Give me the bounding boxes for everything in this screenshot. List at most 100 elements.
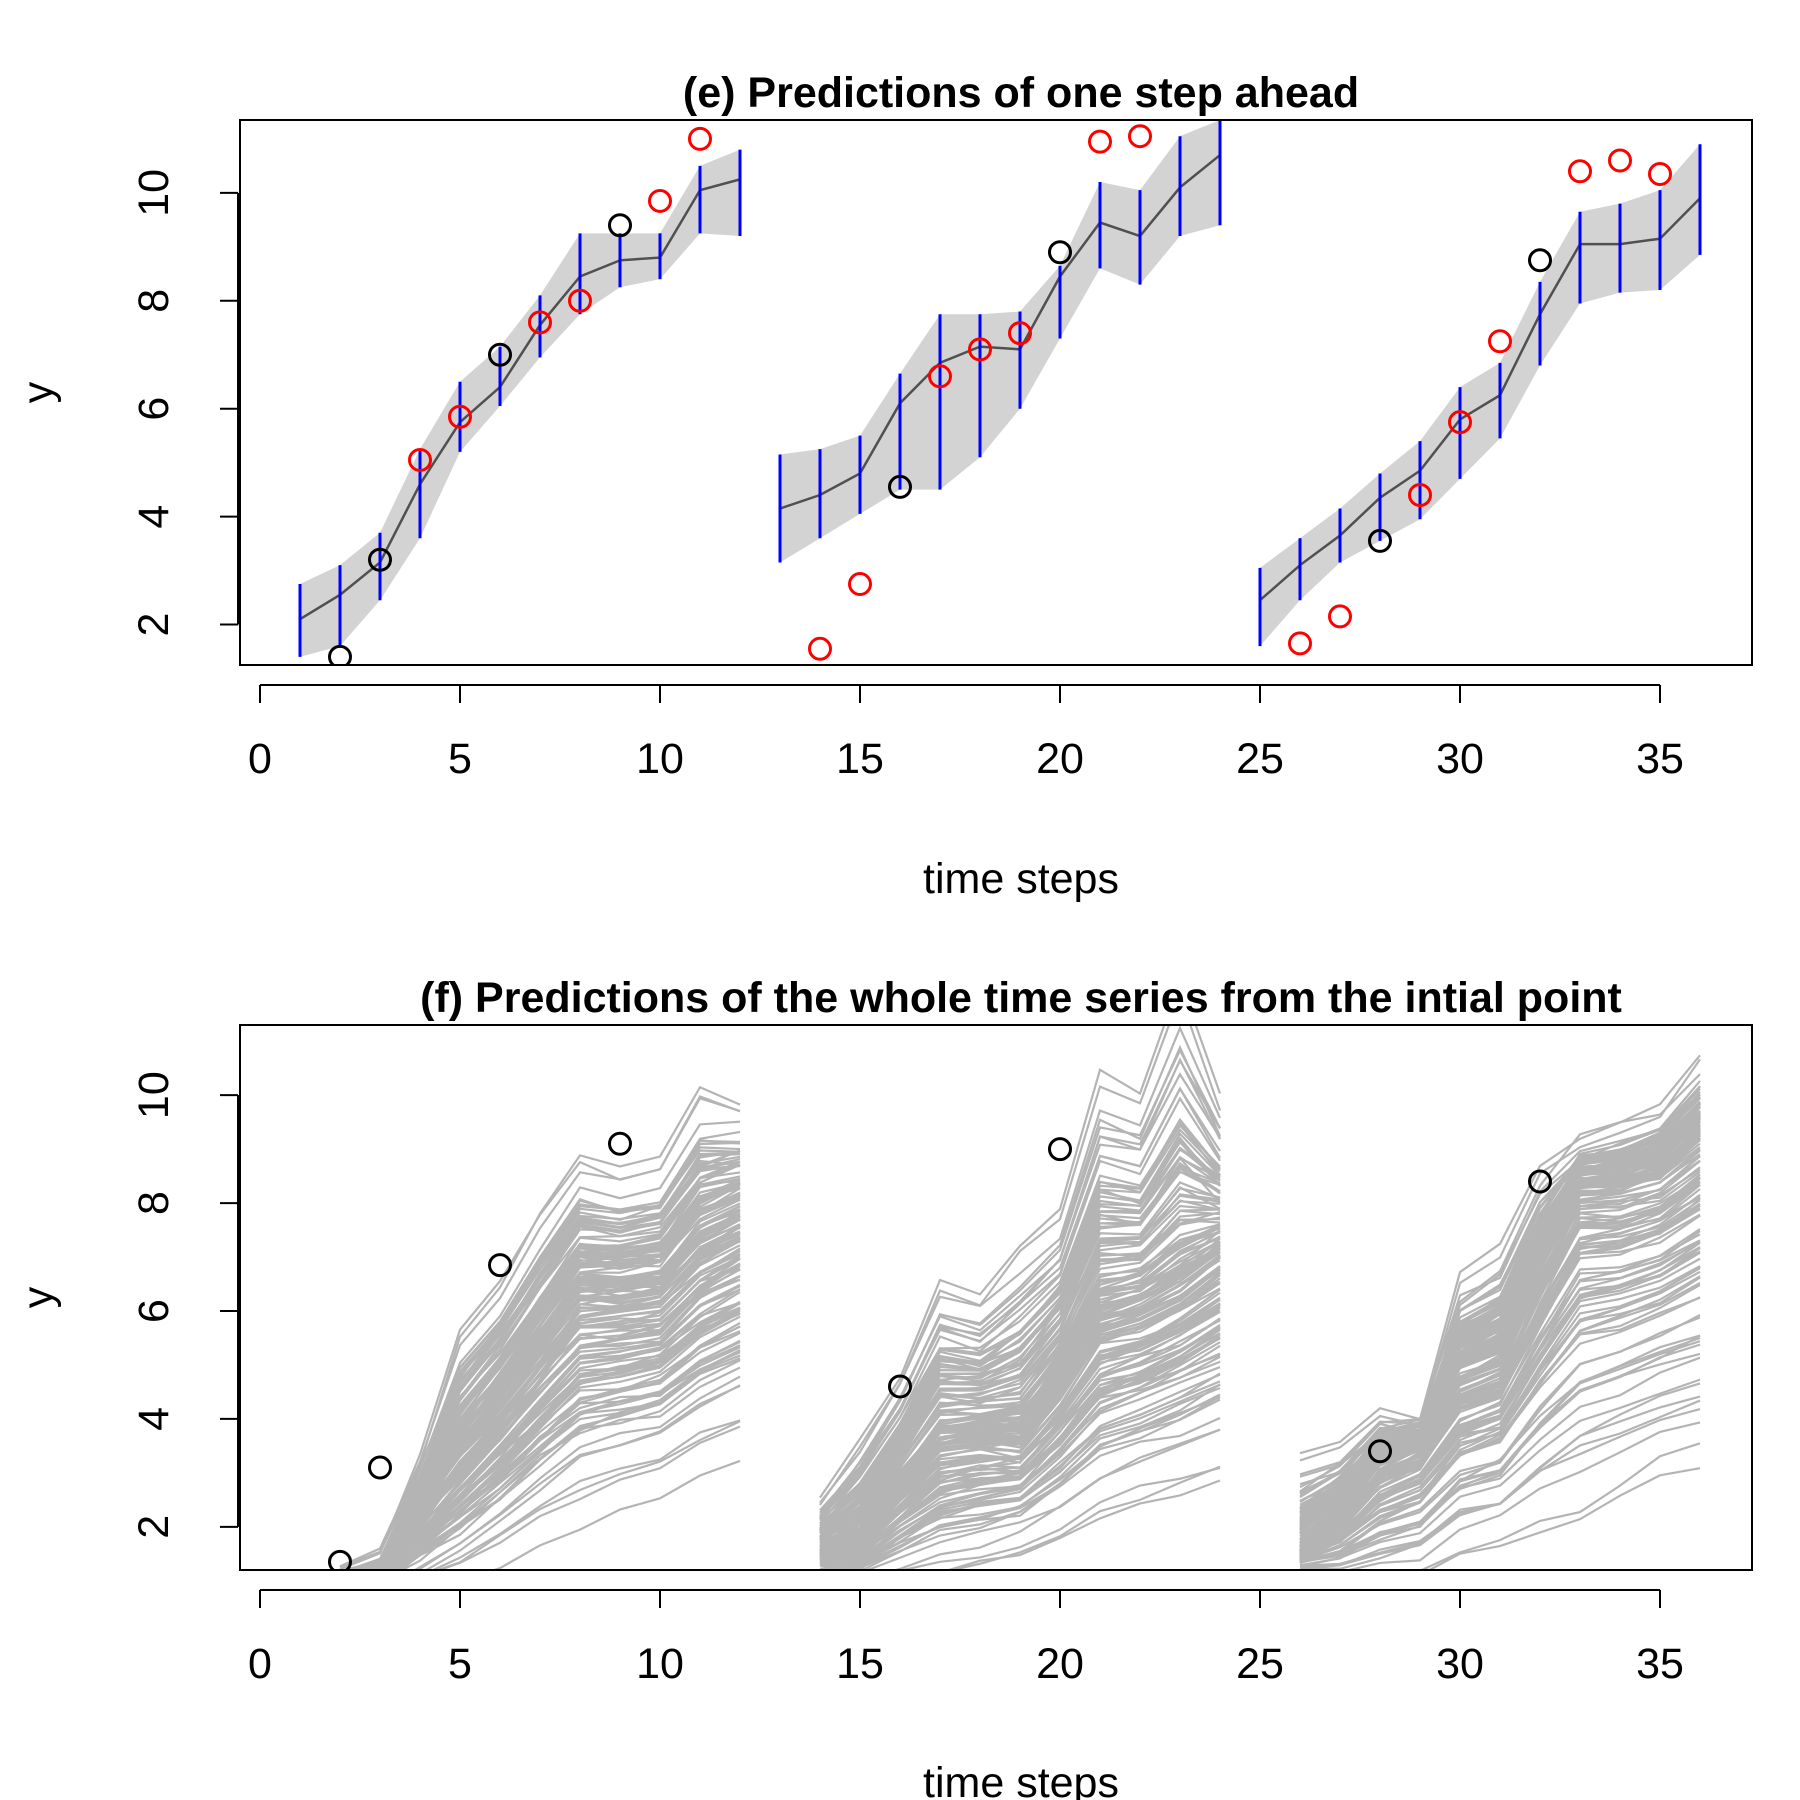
simulated-trajectory xyxy=(819,1479,1221,1570)
simulated-trajectory xyxy=(392,1330,741,1570)
simulated-trajectory xyxy=(348,1120,741,1570)
simulated-trajectory xyxy=(1299,1356,1701,1559)
held-out-point xyxy=(1408,483,1432,508)
simulated-trajectory xyxy=(819,1326,1221,1557)
held-out-point xyxy=(1608,148,1632,173)
simulated-trajectory xyxy=(339,1096,741,1568)
simulated-trajectory xyxy=(819,1395,1221,1567)
simulated-trajectory xyxy=(819,1148,1221,1533)
simulated-trajectory xyxy=(819,1465,1221,1570)
observed-point xyxy=(1528,1169,1552,1194)
simulated-trajectory xyxy=(819,1466,1221,1570)
uncertainty-band xyxy=(780,120,1220,563)
simulated-trajectory xyxy=(819,1096,1221,1512)
y-tick-label: 8 xyxy=(130,1191,178,1215)
observed-point xyxy=(888,1374,912,1399)
y-tick-label: 4 xyxy=(130,1407,178,1431)
simulated-trajectory xyxy=(819,1208,1221,1544)
held-out-point xyxy=(1488,329,1512,354)
y-tick-label: 10 xyxy=(130,1071,178,1119)
panel-e: (e) Predictions of one step ahead 0 5 10 15… xyxy=(14,69,1753,903)
simulated-trajectory xyxy=(819,1240,1221,1551)
simulated-trajectory xyxy=(819,1428,1221,1570)
simulated-trajectory xyxy=(339,1130,741,1570)
observed-point xyxy=(368,1455,392,1480)
x-tick-label: 5 xyxy=(448,735,472,783)
y-axis-label: y xyxy=(14,381,62,403)
simulated-trajectory xyxy=(1299,1421,1701,1570)
simulated-trajectory xyxy=(819,1302,1221,1553)
panel-f: (f) Predictions of the whole time series… xyxy=(14,974,1753,1800)
simulated-trajectory xyxy=(1299,1270,1701,1560)
observed-point xyxy=(368,547,392,572)
observed-point xyxy=(328,1549,352,1570)
simulated-trajectory xyxy=(1299,1250,1701,1564)
observed-point xyxy=(488,342,512,367)
simulated-trajectory xyxy=(1299,1316,1701,1562)
y-tick-label: 8 xyxy=(130,289,178,313)
simulated-trajectory xyxy=(424,1384,741,1570)
simulated-trajectory xyxy=(819,1230,1221,1545)
simulated-trajectory xyxy=(819,1047,1221,1511)
simulated-trajectory xyxy=(1299,1114,1701,1521)
simulated-trajectory xyxy=(1299,1058,1701,1462)
simulated-trajectory xyxy=(819,1398,1221,1569)
x-tick-label: 10 xyxy=(636,735,684,783)
simulated-trajectory xyxy=(435,1425,741,1570)
held-out-point xyxy=(1128,124,1152,149)
y-tick-label: 6 xyxy=(130,1299,178,1323)
observed-point xyxy=(888,474,912,499)
simulated-trajectory xyxy=(412,1375,741,1570)
axes: 0 5 10 15 20 25 30 35 2 4 6 8 10 xyxy=(130,1071,1684,1688)
observed-point xyxy=(1368,1439,1392,1464)
x-tick-label: 35 xyxy=(1636,735,1684,783)
simulated-trajectory xyxy=(819,1211,1221,1541)
simulated-trajectory xyxy=(490,1459,741,1570)
simulated-trajectory xyxy=(819,1121,1221,1522)
simulated-trajectory xyxy=(430,1419,741,1570)
held-out-point xyxy=(1648,161,1672,186)
simulated-trajectory xyxy=(1299,1149,1701,1559)
x-tick-label: 25 xyxy=(1236,735,1284,783)
y-tick-label: 6 xyxy=(130,397,178,421)
x-tick-label: 35 xyxy=(1636,1640,1684,1688)
simulated-trajectory xyxy=(819,1267,1221,1557)
x-tick-label: 20 xyxy=(1036,735,1084,783)
held-out-point xyxy=(1088,129,1112,154)
held-out-point xyxy=(1448,410,1472,435)
uncertainty-band xyxy=(300,149,740,657)
observed-point xyxy=(328,644,352,665)
axes: 0 5 10 15 20 25 30 35 2 4 6 8 10 xyxy=(130,169,1684,783)
simulated-trajectory xyxy=(1299,1176,1701,1546)
x-tick-label: 10 xyxy=(636,1640,684,1688)
simulated-trajectory xyxy=(1299,1282,1701,1562)
simulated-trajectory xyxy=(1299,1378,1701,1568)
held-out-point xyxy=(848,572,872,597)
y-tick-label: 2 xyxy=(130,613,178,637)
simulated-trajectory xyxy=(819,1353,1221,1561)
simulated-trajectory xyxy=(387,1274,741,1570)
simulated-trajectory xyxy=(819,1428,1221,1570)
held-out-point xyxy=(1328,604,1352,629)
observed-point xyxy=(1048,1137,1072,1162)
x-tick-label: 0 xyxy=(248,1640,272,1688)
x-tick-label: 20 xyxy=(1036,1640,1084,1688)
plot-frame xyxy=(239,119,1753,666)
observed-point xyxy=(1368,528,1392,553)
mean-prediction-line xyxy=(779,154,1221,510)
held-out-point xyxy=(928,364,952,389)
held-out-point xyxy=(408,447,432,472)
observed-point xyxy=(608,213,632,238)
held-out-point xyxy=(528,310,552,335)
simulated-trajectory xyxy=(1299,1155,1701,1560)
simulated-trajectory xyxy=(1299,1054,1701,1455)
simulated-trajectory xyxy=(1299,1170,1701,1552)
simulated-trajectory xyxy=(1299,1106,1701,1511)
simulated-trajectory xyxy=(819,1352,1221,1561)
simulated-trajectory xyxy=(819,1227,1221,1547)
x-tick-label: 15 xyxy=(836,1640,884,1688)
simulated-trajectory xyxy=(819,1166,1221,1535)
simulated-trajectory xyxy=(390,1311,741,1570)
simulated-trajectory xyxy=(819,1255,1221,1556)
